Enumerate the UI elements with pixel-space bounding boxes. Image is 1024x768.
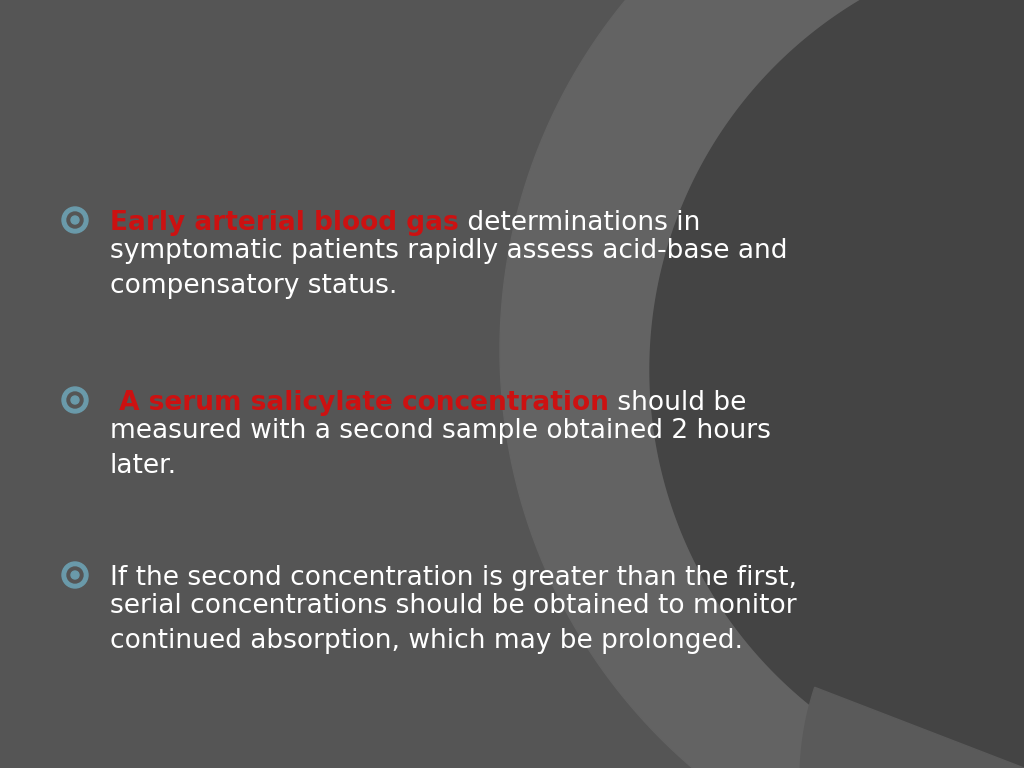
Polygon shape bbox=[800, 687, 1024, 768]
Text: measured with a second sample obtained 2 hours
later.: measured with a second sample obtained 2… bbox=[110, 418, 771, 479]
Circle shape bbox=[67, 567, 83, 583]
Circle shape bbox=[71, 571, 79, 579]
Circle shape bbox=[62, 387, 88, 413]
Text: serial concentrations should be obtained to monitor
continued absorption, which : serial concentrations should be obtained… bbox=[110, 593, 797, 654]
Circle shape bbox=[67, 212, 83, 228]
Circle shape bbox=[71, 216, 79, 224]
Text: A serum salicylate concentration: A serum salicylate concentration bbox=[110, 390, 609, 416]
Text: If the second concentration is greater than the first,: If the second concentration is greater t… bbox=[110, 565, 797, 591]
Text: should be: should be bbox=[609, 390, 746, 416]
Polygon shape bbox=[650, 0, 1024, 768]
Text: Early arterial blood gas: Early arterial blood gas bbox=[110, 210, 459, 236]
Polygon shape bbox=[500, 0, 1024, 768]
Circle shape bbox=[67, 392, 83, 408]
Circle shape bbox=[62, 562, 88, 588]
Circle shape bbox=[71, 396, 79, 404]
Text: symptomatic patients rapidly assess acid-base and
compensatory status.: symptomatic patients rapidly assess acid… bbox=[110, 238, 787, 299]
Text: determinations in: determinations in bbox=[459, 210, 700, 236]
Circle shape bbox=[62, 207, 88, 233]
